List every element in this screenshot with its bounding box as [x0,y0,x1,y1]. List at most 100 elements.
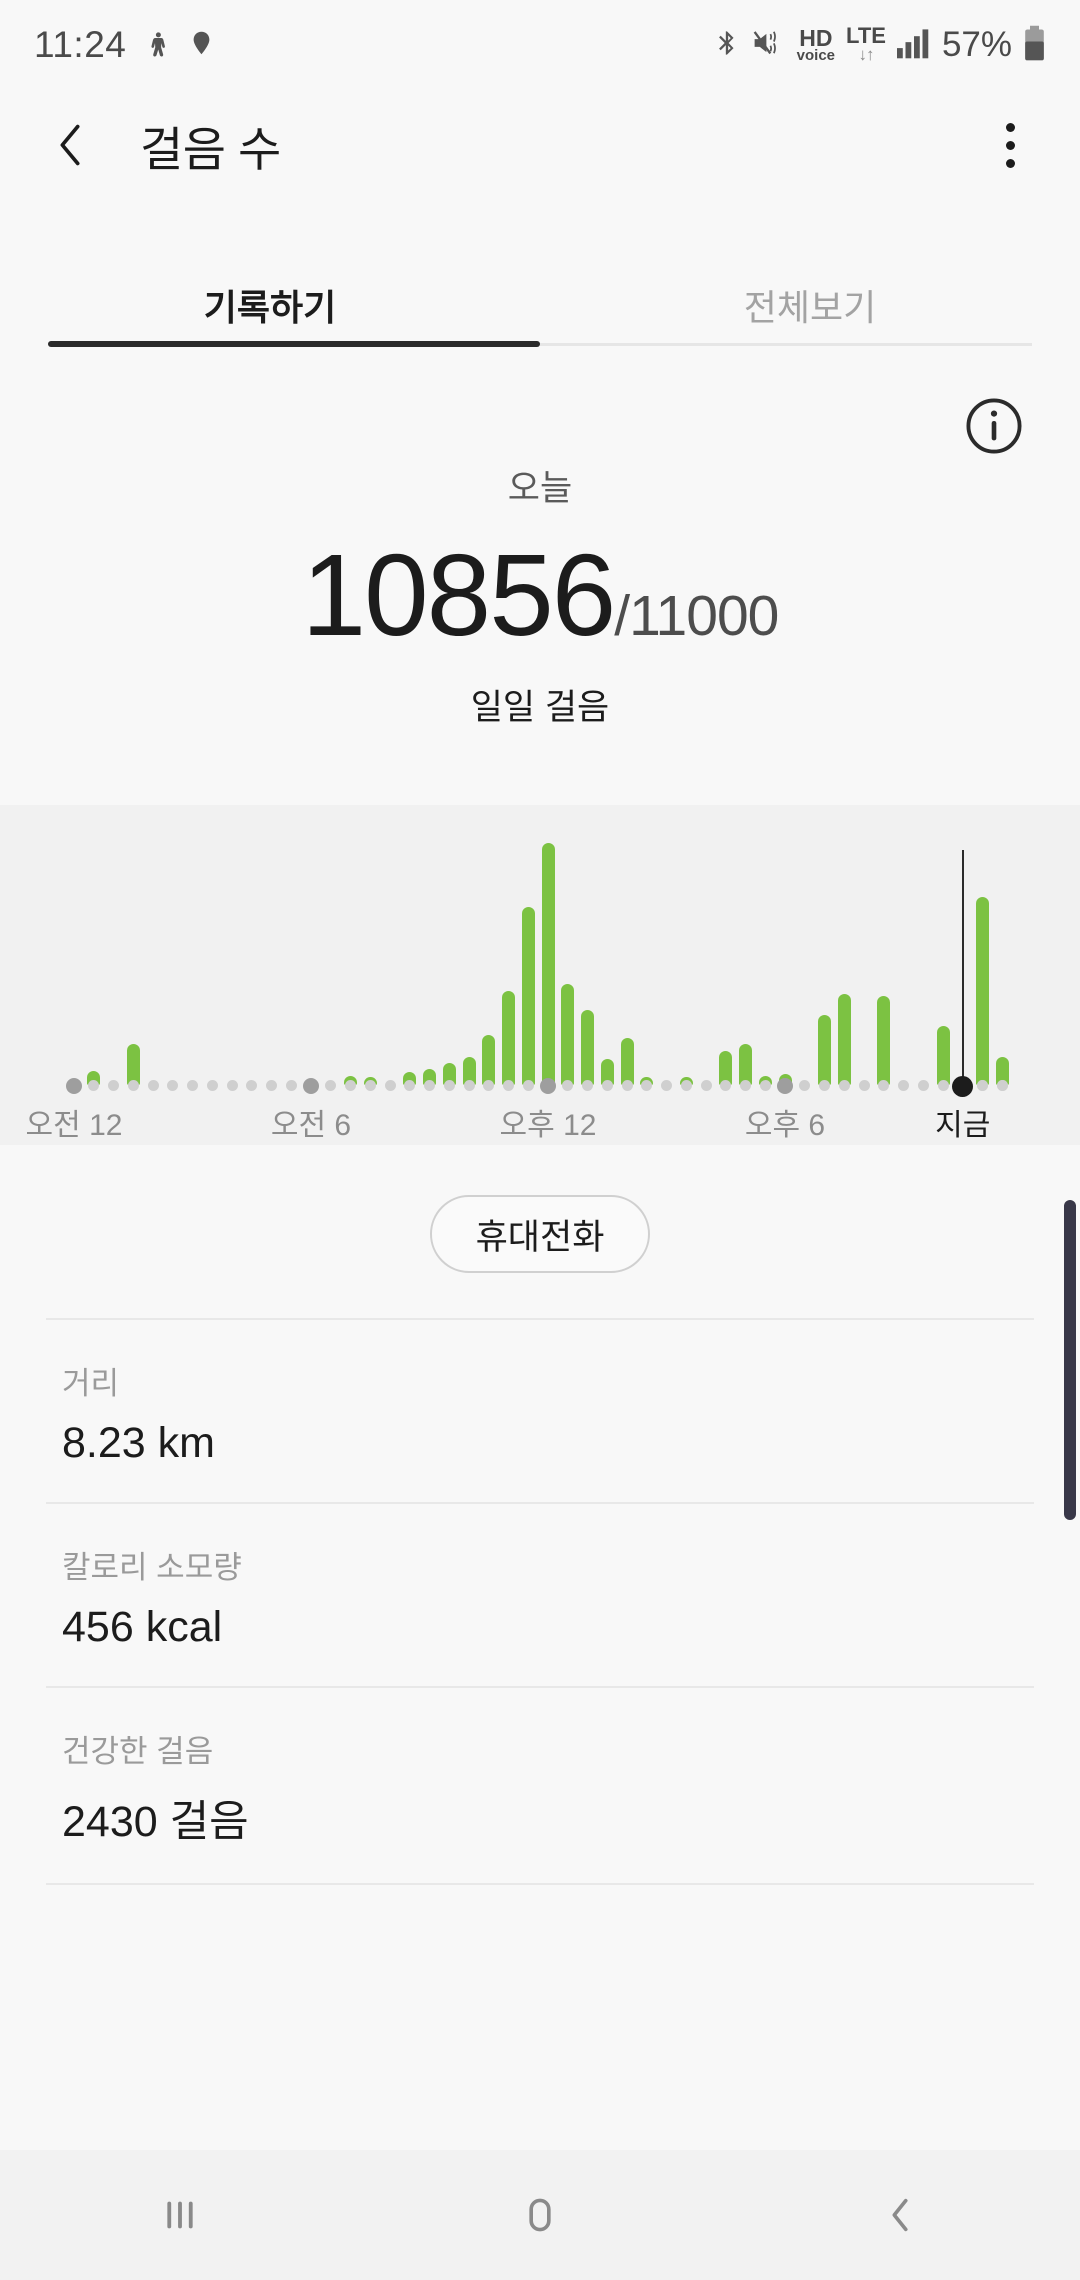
chart-bar [719,1051,733,1085]
chart-bar [541,843,555,1085]
goal-step-count: /11000 [614,584,779,648]
chart-baseline-dot [108,1080,119,1091]
recents-button[interactable] [0,2150,360,2280]
chart-baseline-dot [996,1080,1008,1091]
chart-baseline-dot [384,1080,396,1091]
chart-baseline-dot [522,1080,534,1091]
stat-value-distance: 8.23 km [62,1419,215,1467]
chart-baseline-dot [147,1080,159,1091]
status-clock: 11:24 [34,24,127,65]
chart-baseline-dot [898,1080,909,1091]
lte-icon: LTE ↓↑ [846,23,886,63]
stat-row-distance[interactable]: 거리 8.23 km [0,1320,1080,1502]
back-button[interactable] [40,115,100,175]
chart-baseline-dot [582,1080,593,1091]
chart-bar [877,995,891,1085]
chart-baseline-dot [364,1080,376,1091]
signal-bars-icon [896,27,931,64]
chart-baseline-dots [66,1076,1028,1098]
hd-voice-icon: HD voice [796,24,836,64]
chart-baseline-dot [977,1080,988,1091]
page-title: 걸음 수 [140,122,281,176]
chart-baseline-dot [443,1080,455,1091]
nav-back-button[interactable] [720,2150,1080,2280]
stat-label-calories: 칼로리 소모량 [62,1550,242,1585]
chart-baseline-dot [206,1080,218,1091]
status-system-icons: HD voice LTE ↓↑ 57% [713,25,1046,66]
chart-bar [126,1043,140,1085]
chart-bar [620,1038,634,1085]
chart-baseline-dot [858,1080,870,1091]
chart-bar [837,993,851,1085]
chart-baseline-dot [562,1080,574,1091]
chart-baseline-dot [540,1078,556,1094]
chart-baseline-dot [759,1080,771,1091]
tab-record[interactable]: 기록하기 [203,287,337,328]
source-chip-phone[interactable]: 휴대전화 [429,1195,651,1273]
tab-underline-active [48,341,540,347]
period-label: 오늘 [507,469,573,508]
vertical-scrollbar[interactable] [1064,1200,1076,1520]
overflow-menu-icon [1005,122,1015,132]
chart-baseline-dot [661,1080,672,1091]
chart-bar [995,1056,1009,1085]
chart-baseline-dot [483,1080,495,1091]
chevron-left-icon [60,124,80,166]
chart-baseline-dot [819,1080,830,1091]
overflow-menu-button[interactable] [980,112,1040,178]
stat-value-healthy-steps: 2430 걸음 [62,1798,249,1846]
chart-baseline-dot [66,1078,82,1094]
chart-baseline-dot [404,1080,416,1091]
chart-x-tick-label: 오전 6 [270,1109,352,1142]
back-icon [892,2198,908,2232]
hd-label: HD [799,24,833,51]
figure-icon [144,26,174,65]
chart-bar [502,991,515,1085]
chart-baseline-dot [187,1080,198,1091]
bluetooth-icon [713,25,741,66]
chart-baseline-dot [601,1080,613,1091]
chart-x-axis-labels: 오전 12 오전 6 오후 12 오후 6 지금 [0,1100,1080,1148]
location-pin-icon [188,26,215,65]
info-circle-icon [966,398,1022,454]
voice-label: voice [796,46,836,64]
chart-baseline-dot [226,1080,238,1091]
chart-bar [818,1014,831,1085]
stats-divider-top [46,1318,1034,1320]
chart-baseline-dot [424,1080,435,1091]
chart-x-tick-label: 지금 [935,1109,991,1142]
recents-icon [167,2201,193,2229]
stat-label-distance: 거리 [62,1366,120,1401]
lte-label: LTE [846,23,886,49]
chart-bar [600,1059,614,1085]
stats-divider-2 [46,1686,1034,1688]
battery-percent-label: 57% [941,25,1012,64]
stat-row-calories[interactable]: 칼로리 소모량 456 kcal [0,1504,1080,1686]
chart-baseline-dot [88,1080,100,1091]
stat-row-healthy-steps[interactable]: 건강한 걸음 2430 걸음 [0,1688,1080,1883]
mute-vibrate-icon [752,25,786,66]
chart-baseline-dot [799,1080,811,1091]
info-button[interactable] [963,395,1025,457]
tab-view-all[interactable]: 전체보기 [743,287,877,328]
chart-bar [561,984,575,1085]
chart-baseline-dot [937,1080,949,1091]
stats-list: 거리 8.23 km 칼로리 소모량 456 kcal 건강한 걸음 2430 … [0,1318,1080,1885]
chart-baseline-dot [641,1080,653,1091]
battery-icon [1023,25,1046,66]
chart-bar [936,1026,950,1085]
chart-bar [462,1056,476,1085]
step-summary: 오늘 10856 /11000 일일 걸음 [0,460,1080,730]
overflow-menu-icon-dot2 [1005,140,1015,150]
chart-bar [976,897,989,1085]
chart-x-tick-label: 오후 12 [499,1109,597,1142]
chart-baseline-dot [266,1080,277,1091]
status-notification-icons: ellipsis-icon [144,26,280,65]
home-button[interactable] [360,2150,720,2280]
chart-baseline-dot [463,1080,475,1091]
stat-label-healthy-steps: 건강한 걸음 [62,1734,214,1769]
app-bar: 걸음 수 [0,90,1080,200]
chart-baseline-dot [167,1080,179,1091]
chart-bar [739,1043,752,1085]
